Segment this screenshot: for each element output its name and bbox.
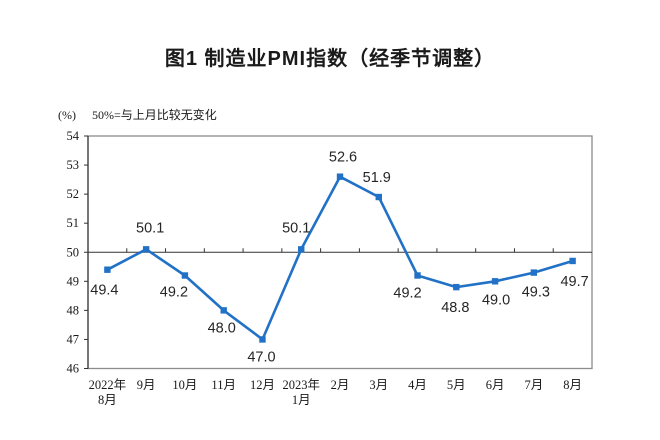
data-label: 49.2: [393, 286, 421, 302]
x-axis-label: 2022年: [89, 378, 127, 392]
y-axis-label: 46: [67, 362, 80, 376]
data-point-marker: [220, 307, 227, 314]
x-axis-label: 7月: [524, 378, 543, 392]
y-axis-label: 48: [67, 303, 80, 317]
data-point-marker: [181, 272, 189, 279]
unit-label: (%): [58, 108, 76, 122]
x-axis-label: 1月: [292, 393, 311, 407]
data-point-marker: [530, 269, 538, 276]
data-point-marker: [298, 246, 305, 253]
x-axis-label: 9月: [137, 378, 156, 392]
x-axis-label: 2月: [331, 378, 350, 392]
data-point-marker: [414, 272, 421, 279]
data-label: 49.3: [522, 285, 550, 301]
x-axis-label: 10月: [172, 378, 197, 392]
x-axis-label: 2023年: [282, 378, 320, 392]
data-point-marker: [104, 266, 111, 273]
chart-title: 图1 制造业PMI指数（经季节调整）: [164, 48, 496, 70]
data-point-marker: [336, 173, 344, 180]
data-point-marker: [453, 283, 460, 291]
axis-note: (%) 50%=与上月比较无变化: [58, 106, 217, 123]
y-axis-label: 47: [67, 332, 80, 346]
data-label: 50.1: [282, 220, 310, 236]
data-label: 51.9: [363, 170, 391, 186]
data-label: 52.6: [329, 150, 357, 166]
pmi-series-line: [106, 175, 574, 341]
x-axis-label: 5月: [447, 378, 466, 392]
x-axis-label: 8月: [563, 378, 582, 392]
y-axis-label: 51: [67, 216, 80, 230]
data-label: 47.0: [247, 349, 275, 365]
y-axis-label: 52: [67, 187, 80, 201]
data-point-marker: [259, 336, 266, 343]
x-axis-label: 11月: [211, 378, 236, 392]
data-label: 50.1: [136, 220, 164, 236]
x-axis-label: 12月: [250, 378, 275, 392]
y-axis-label: 50: [67, 245, 80, 259]
data-point-marker: [142, 246, 150, 253]
data-label: 49.2: [160, 285, 188, 301]
data-label: 48.0: [208, 320, 236, 336]
data-label: 49.7: [560, 274, 588, 290]
data-label: 48.8: [441, 300, 469, 316]
data-point-marker: [375, 193, 382, 201]
data-point-marker: [491, 278, 499, 285]
x-axis-label: 3月: [369, 378, 388, 392]
data-label: 49.0: [482, 292, 510, 308]
y-axis-label: 53: [67, 158, 80, 172]
x-axis-label: 4月: [408, 378, 427, 392]
x-axis-label: 6月: [486, 378, 505, 392]
y-axis-label: 49: [67, 274, 80, 288]
y-axis-label: 54: [67, 129, 80, 143]
reference-note: 50%=与上月比较无变化: [92, 108, 217, 122]
data-point-marker: [569, 257, 576, 265]
x-axis-label: 8月: [98, 393, 117, 407]
data-label: 49.4: [90, 283, 118, 299]
